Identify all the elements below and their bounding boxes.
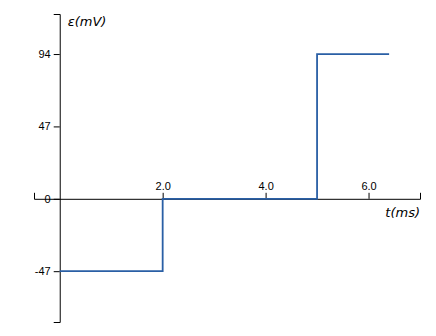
x-axis: 2.0 4.0 6.0	[35, 180, 421, 200]
y-tick-label: 94	[38, 48, 50, 60]
x-tick: 2.0	[156, 180, 171, 199]
y-tick-mark	[54, 126, 60, 127]
line	[60, 54, 389, 271]
y-tick-mark	[54, 271, 60, 272]
y-tick-label: -47	[35, 265, 51, 277]
x-tick: 6.0	[361, 180, 376, 199]
y-tick: 0	[45, 193, 60, 205]
chart: 2.0 4.0 6.0 -47 0 47 94 ε(mV) t(ms)	[0, 0, 436, 336]
y-tick-mark	[54, 199, 60, 200]
y-axis: -47 0 47 94	[35, 15, 60, 323]
x-tick-mark	[369, 193, 370, 199]
plot-area: 2.0 4.0 6.0 -47 0 47 94 ε(mV) t(ms)	[35, 14, 421, 323]
y-tick-label: 47	[38, 120, 50, 132]
y-axis-line	[54, 15, 61, 323]
marks	[60, 54, 389, 271]
x-tick-label: 4.0	[258, 180, 273, 192]
y-tick-mark	[54, 54, 60, 55]
y-tick: -47	[35, 265, 60, 277]
y-tick-label: 0	[45, 193, 51, 205]
x-axis-label: t(ms)	[385, 205, 420, 220]
x-tick: 4.0	[258, 180, 273, 199]
x-tick-label: 2.0	[156, 180, 171, 192]
y-tick: 94	[38, 48, 59, 60]
x-tick-label: 6.0	[361, 180, 376, 192]
y-axis-label: ε(mV)	[68, 14, 107, 29]
y-tick: 47	[38, 120, 59, 132]
